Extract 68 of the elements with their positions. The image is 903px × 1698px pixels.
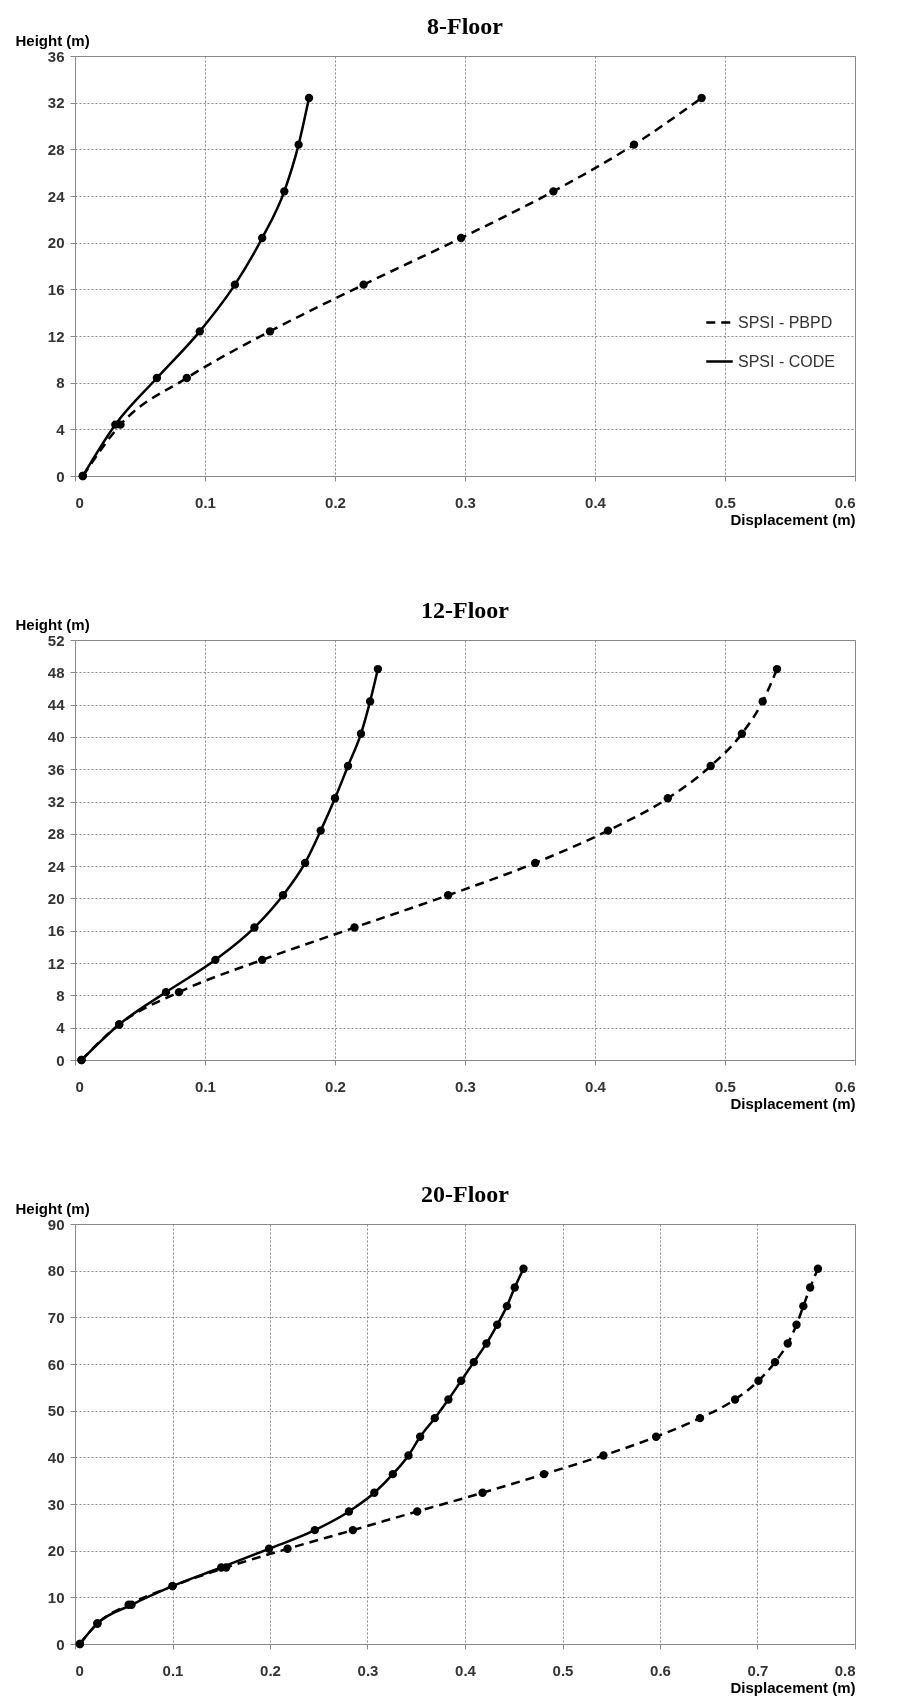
y-tick-label: 32 xyxy=(47,94,65,112)
chart-title: 20-Floor xyxy=(421,1181,510,1207)
y-axis-title: Height (m) xyxy=(15,1199,90,1217)
y-tick-label: 0 xyxy=(56,1051,65,1069)
x-axis-title: Displacement (m) xyxy=(730,1094,856,1112)
x-tick-label: 0.3 xyxy=(455,493,476,511)
x-tick-label: 0.2 xyxy=(260,1661,281,1679)
x-tick-label: 0.5 xyxy=(715,493,736,511)
y-axis-title: Height (m) xyxy=(15,615,90,633)
y-tick-label: 12 xyxy=(47,327,65,345)
y-tick-label: 80 xyxy=(47,1262,65,1280)
y-axis-title: Height (m) xyxy=(15,31,90,49)
y-tick-label: 0 xyxy=(56,1635,65,1653)
x-tick-label: 0.6 xyxy=(834,493,856,511)
chart-title: 12-Floor xyxy=(421,597,510,623)
y-tick-label: 28 xyxy=(47,825,65,843)
x-tick-label: 0.7 xyxy=(747,1661,769,1679)
y-tick-label: 0 xyxy=(56,467,65,485)
legend-label: SPSI - PBPD xyxy=(738,313,833,331)
x-tick-label: 0.5 xyxy=(552,1661,574,1679)
y-tick-label: 28 xyxy=(47,140,65,158)
y-tick-label: 32 xyxy=(47,793,65,811)
y-tick-label: 20 xyxy=(47,889,65,907)
y-tick-label: 36 xyxy=(47,760,65,778)
y-tick-label: 16 xyxy=(47,280,65,298)
y-tick-label: 10 xyxy=(47,1588,65,1606)
x-tick-label: 0 xyxy=(75,1661,84,1679)
x-tick-label: 0.4 xyxy=(585,493,607,511)
x-tick-label: 0.1 xyxy=(162,1661,184,1679)
legend-label: SPSI - CODE xyxy=(738,352,835,370)
x-tick-label: 0.6 xyxy=(650,1661,671,1679)
x-tick-label: 0.1 xyxy=(195,493,216,511)
y-tick-label: 8 xyxy=(56,986,65,1004)
y-tick-label: 20 xyxy=(47,234,65,252)
x-tick-label: 0.4 xyxy=(585,1077,607,1095)
y-tick-label: 4 xyxy=(56,1019,66,1037)
x-tick-label: 0.1 xyxy=(195,1077,216,1095)
x-axis-title: Displacement (m) xyxy=(730,1678,856,1696)
chart-title: 8-Floor xyxy=(427,13,504,39)
y-tick-label: 60 xyxy=(47,1355,65,1373)
x-tick-label: 0.8 xyxy=(834,1661,856,1679)
y-tick-label: 44 xyxy=(47,696,66,714)
y-tick-label: 70 xyxy=(47,1308,65,1326)
x-tick-label: 0.3 xyxy=(455,1077,476,1095)
y-tick-label: 8 xyxy=(56,374,65,392)
y-tick-label: 52 xyxy=(47,631,65,649)
y-tick-label: 40 xyxy=(47,728,65,746)
y-tick-label: 24 xyxy=(47,857,66,875)
y-tick-label: 40 xyxy=(47,1448,65,1466)
y-tick-label: 4 xyxy=(56,420,66,438)
x-tick-label: 0 xyxy=(75,493,84,511)
y-tick-label: 30 xyxy=(47,1495,65,1513)
x-tick-label: 0.3 xyxy=(357,1661,379,1679)
y-tick-label: 50 xyxy=(47,1402,65,1420)
y-tick-label: 12 xyxy=(47,954,65,972)
x-tick-label: 0.6 xyxy=(834,1077,856,1095)
x-tick-label: 0.2 xyxy=(325,1077,346,1095)
x-tick-label: 0.5 xyxy=(715,1077,736,1095)
y-tick-label: 48 xyxy=(47,663,65,681)
x-tick-label: 0.2 xyxy=(325,493,346,511)
y-tick-label: 24 xyxy=(47,187,66,205)
y-tick-label: 90 xyxy=(47,1215,65,1233)
y-tick-label: 16 xyxy=(47,922,65,940)
y-tick-label: 36 xyxy=(47,47,65,65)
x-axis-title: Displacement (m) xyxy=(730,510,856,528)
x-tick-label: 0 xyxy=(75,1077,84,1095)
y-tick-label: 20 xyxy=(47,1542,65,1560)
x-tick-label: 0.4 xyxy=(455,1661,477,1679)
